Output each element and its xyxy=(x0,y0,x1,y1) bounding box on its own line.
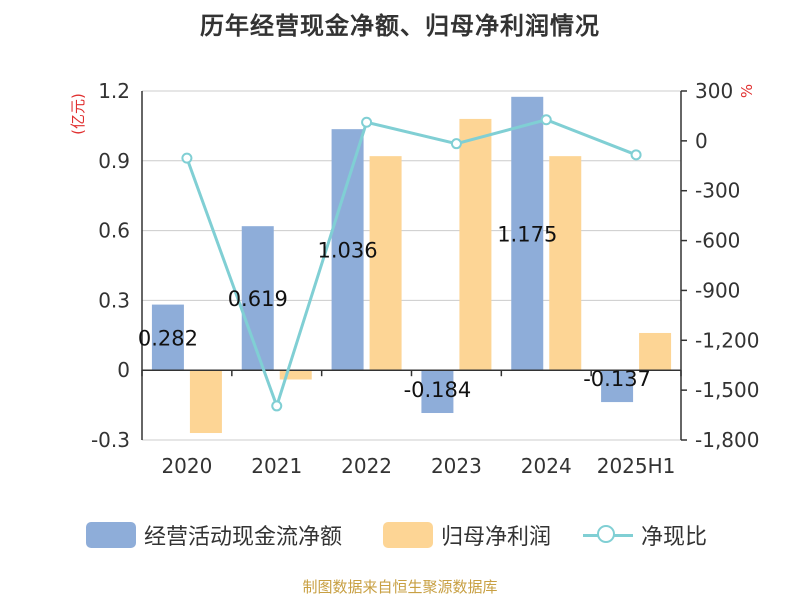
x-tick-label: 2024 xyxy=(521,454,572,478)
data-label-cashflow: 1.036 xyxy=(318,239,378,263)
y-left-tick-label: -0.3 xyxy=(91,428,130,452)
bar-cashflow xyxy=(601,370,634,403)
x-tick-label: 2025H1 xyxy=(597,454,676,478)
legend-item-ratio[interactable]: 净现比 xyxy=(583,520,707,550)
bar-cashflow xyxy=(151,304,184,371)
line-ratio xyxy=(185,118,637,411)
y-left-tick-label: 0.6 xyxy=(98,219,130,243)
y-left-tick-label: 0.3 xyxy=(98,288,130,312)
bar-cashflow xyxy=(511,96,544,371)
legend-line-ratio-icon xyxy=(583,522,633,548)
y-right-tick-label: -600 xyxy=(695,229,740,253)
bar-net-profit xyxy=(189,370,222,434)
y-right-tick-label: -900 xyxy=(695,278,740,302)
y-left-tick-label: 0 xyxy=(117,358,130,382)
point-ratio xyxy=(181,152,193,164)
y-left-tick-label: 1.2 xyxy=(98,79,130,103)
legend-item-cashflow[interactable]: 经营活动现金流净额 xyxy=(86,520,342,550)
y-right-tick-label: 0 xyxy=(695,129,708,153)
bar-cashflow xyxy=(331,129,364,371)
legend-swatch-net-profit xyxy=(383,522,433,548)
source-note: 制图数据来自恒生聚源数据库 xyxy=(302,578,498,596)
bar-net-profit xyxy=(279,370,312,380)
legend: 经营活动现金流净额 归母净利润 净现比 xyxy=(0,520,800,550)
x-tick-label: 2022 xyxy=(341,454,392,478)
x-tick-label: 2023 xyxy=(431,454,482,478)
data-label-cashflow: 0.282 xyxy=(138,326,198,350)
data-label-cashflow: -0.184 xyxy=(404,378,472,402)
point-ratio xyxy=(540,114,552,126)
bar-cashflow xyxy=(421,370,454,414)
chart-title: 历年经营现金净额、归母净利润情况 xyxy=(200,12,600,40)
chart-plot: -0.3 0 0.3 0.6 0.9 1.2 -1,800 -1,500 -1,200 -900 -… xyxy=(69,79,759,478)
x-tick-label: 2020 xyxy=(161,454,212,478)
y-right-tick-label: -1,200 xyxy=(695,328,759,352)
legend-label-net-profit: 归母净利润 xyxy=(441,525,552,550)
y-right-tick-label: -1,500 xyxy=(695,378,759,402)
point-ratio xyxy=(271,400,283,412)
bar-cashflow xyxy=(241,226,274,371)
y-right-tick-label: -300 xyxy=(695,179,740,203)
y-right-tick-label: 300 xyxy=(695,79,733,103)
point-ratio xyxy=(630,149,642,161)
bar-net-profit xyxy=(639,332,672,371)
y-right-unit-label: % xyxy=(738,84,756,98)
bar-net-profit xyxy=(549,156,582,371)
bar-net-profit xyxy=(459,118,492,371)
legend-item-net-profit[interactable]: 归母净利润 xyxy=(383,520,551,550)
y-right-tick-label: -1,800 xyxy=(695,428,759,452)
point-ratio xyxy=(450,138,462,150)
legend-label-ratio: 净现比 xyxy=(641,525,708,550)
legend-swatch-cashflow xyxy=(86,522,136,548)
point-ratio xyxy=(361,116,373,128)
y-left-tick-label: 0.9 xyxy=(98,149,130,173)
data-label-cashflow: 0.619 xyxy=(228,287,288,311)
data-label-cashflow: -0.137 xyxy=(583,367,651,391)
x-tick-label: 2021 xyxy=(251,454,302,478)
data-label-cashflow: 1.175 xyxy=(497,223,557,247)
y-left-unit-label: (亿元) xyxy=(69,93,87,135)
legend-label-cashflow: 经营活动现金流净额 xyxy=(144,525,343,550)
bar-net-profit xyxy=(369,156,402,371)
